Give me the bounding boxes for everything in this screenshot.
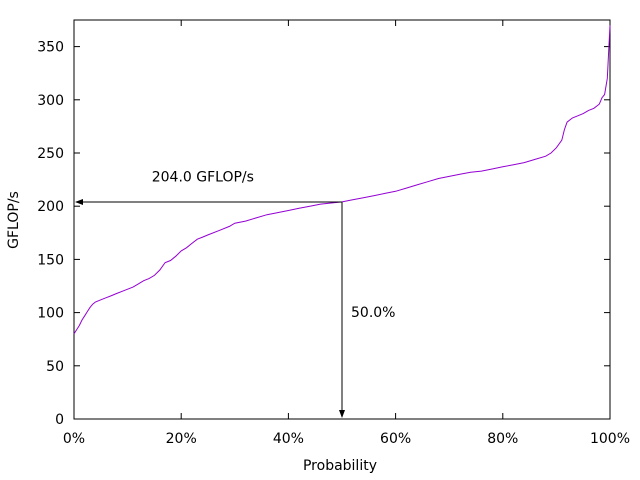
x-tick-label: 80% <box>487 431 518 447</box>
value-arrow-head <box>75 198 83 205</box>
y-tick-label: 200 <box>37 199 64 215</box>
x-tick-label: 100% <box>590 431 630 447</box>
x-tick-label: 20% <box>166 431 197 447</box>
y-axis-label: GFLOP/s <box>6 191 22 249</box>
annotations: 204.0 GFLOP/s 50.0% <box>75 170 395 418</box>
probability-arrow-head <box>339 410 345 418</box>
x-tick-label: 60% <box>380 431 411 447</box>
x-axis-ticks: 0% 20% 40% 60% 80% 100% <box>63 20 630 447</box>
y-axis-ticks: 0 50 100 150 200 250 300 350 <box>37 40 610 428</box>
y-tick-label: 350 <box>37 40 64 56</box>
plot-frame <box>73 19 611 420</box>
value-annotation: 204.0 GFLOP/s <box>152 170 254 186</box>
y-tick-label: 250 <box>37 146 64 162</box>
x-tick-label: 0% <box>63 431 85 447</box>
y-tick-label: 150 <box>37 252 64 268</box>
y-tick-label: 0 <box>55 412 64 428</box>
y-tick-label: 50 <box>46 359 64 375</box>
y-tick-label: 300 <box>37 93 64 109</box>
y-tick-label: 100 <box>37 306 64 322</box>
probability-annotation: 50.0% <box>351 305 395 321</box>
series-line <box>73 25 611 335</box>
x-axis-label: Probability <box>303 458 377 474</box>
x-tick-label: 40% <box>273 431 304 447</box>
